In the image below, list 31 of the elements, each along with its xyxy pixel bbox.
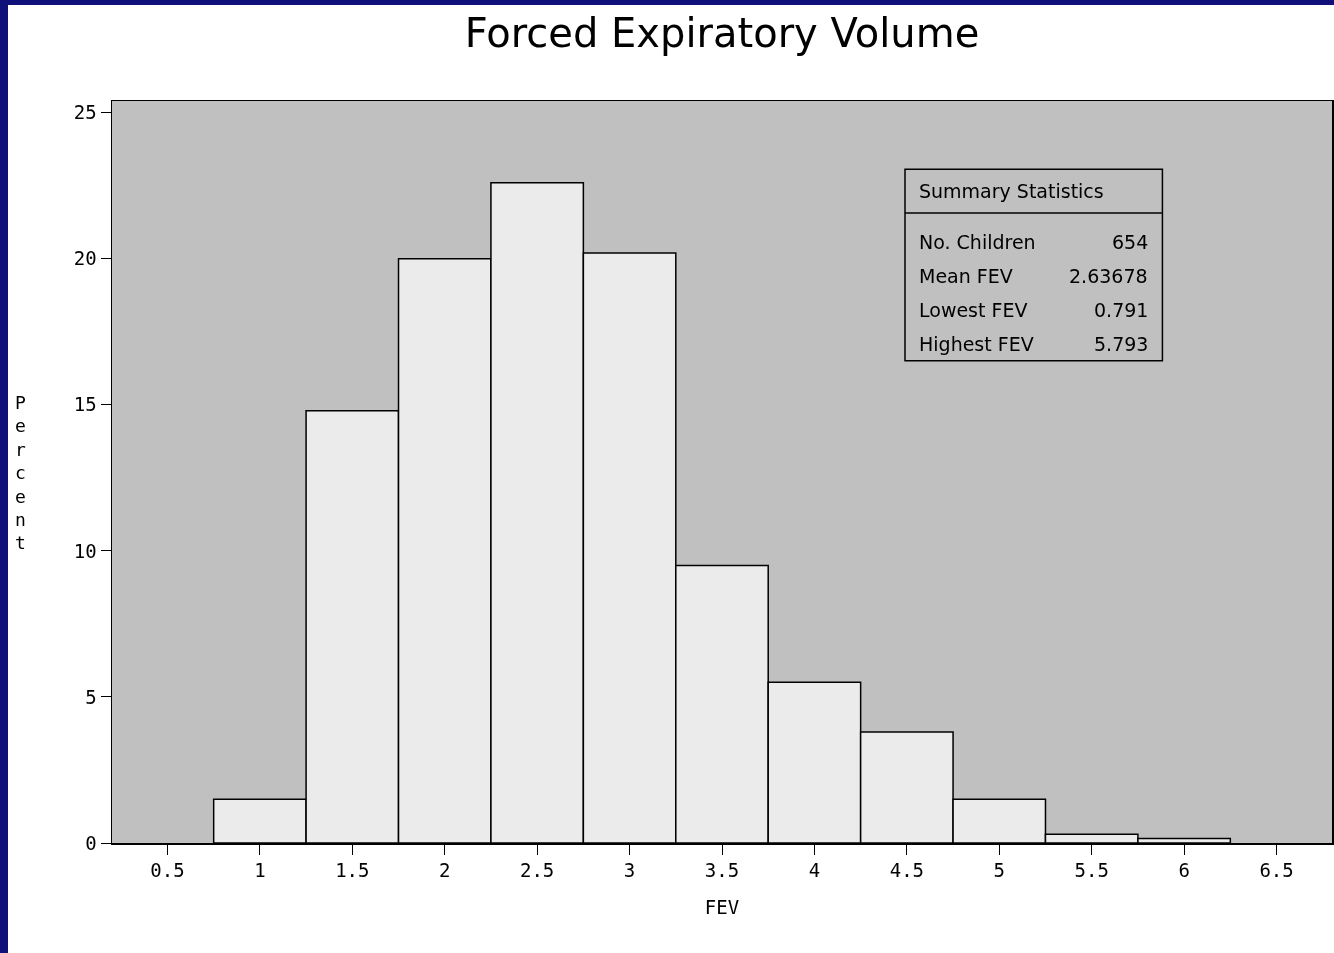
x-tick-label: 1	[254, 859, 266, 882]
x-axis-title: FEV	[704, 895, 740, 918]
y-tick-label: 0	[85, 831, 97, 854]
x-tick-label: 2	[439, 859, 451, 882]
chart-title: Forced Expiratory Volume	[464, 10, 980, 57]
y-tick-label: 20	[73, 247, 97, 270]
x-tick-label: 3	[623, 859, 636, 882]
x-tick-label: 6.5	[1259, 859, 1294, 882]
y-tick-label: 15	[73, 393, 97, 416]
x-tick-label: 5.5	[1074, 859, 1109, 882]
annotation: 5.793	[1094, 333, 1149, 355]
annotation: 0.791	[1094, 299, 1149, 321]
x-tick-label: 3.5	[704, 859, 740, 882]
y-tick-label: 5	[85, 685, 97, 708]
annotation: Mean FEV	[919, 265, 1013, 287]
x-tick-label: 0.5	[150, 859, 185, 882]
x-tick-label: 1.5	[335, 859, 370, 882]
annotation: Lowest FEV	[919, 299, 1028, 321]
annotation: No. Children	[919, 231, 1036, 253]
annotation: Summary Statistics	[919, 180, 1104, 202]
annotation: 2.63678	[1069, 265, 1148, 287]
x-tick-label: 6	[1178, 859, 1190, 882]
y-tick-label: 10	[73, 539, 97, 562]
y-axis-title: Percent	[15, 392, 26, 554]
x-tick-label: 4.5	[889, 859, 925, 882]
x-tick-label: 2.5	[519, 859, 555, 882]
x-tick-label: 4	[808, 859, 821, 882]
annotation: 654	[1112, 231, 1149, 253]
annotation: Highest FEV	[919, 333, 1034, 355]
x-tick-label: 5	[993, 859, 1005, 882]
y-tick-label: 25	[73, 101, 97, 124]
